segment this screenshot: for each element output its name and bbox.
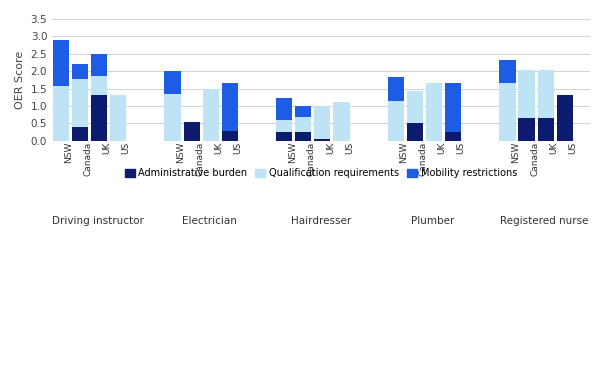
Bar [183, 122, 200, 141]
Bar [164, 71, 181, 94]
Bar [407, 123, 423, 141]
Bar [295, 132, 311, 141]
Bar [445, 132, 461, 141]
Bar [518, 70, 535, 118]
Bar [407, 91, 423, 123]
Legend: Administrative burden, Qualification requirements, Mobility restrictions: Administrative burden, Qualification req… [121, 164, 521, 182]
Text: Driving instructor: Driving instructor [52, 216, 144, 226]
Bar [72, 79, 88, 127]
Bar [203, 89, 219, 141]
Bar [53, 40, 69, 86]
Text: Electrician: Electrician [182, 216, 237, 226]
Bar [333, 102, 350, 141]
Bar [53, 86, 69, 141]
Bar [276, 120, 292, 132]
Bar [518, 118, 535, 141]
Bar [388, 101, 404, 141]
Bar [426, 83, 442, 141]
Bar [164, 94, 181, 141]
Bar [388, 77, 404, 101]
Bar [314, 139, 331, 141]
Bar [72, 64, 88, 79]
Text: Registered nurse: Registered nurse [500, 216, 588, 226]
Bar [91, 76, 107, 96]
Bar [499, 83, 516, 141]
Bar [222, 131, 238, 141]
Bar [538, 70, 554, 118]
Bar [445, 83, 461, 132]
Bar [110, 96, 126, 141]
Text: Plumber: Plumber [411, 216, 454, 226]
Bar [91, 54, 107, 76]
Bar [276, 98, 292, 120]
Bar [72, 127, 88, 141]
Bar [314, 106, 331, 139]
Bar [91, 96, 107, 141]
Bar [295, 106, 311, 117]
Text: Hairdresser: Hairdresser [290, 216, 351, 226]
Y-axis label: OER Score: OER Score [15, 51, 25, 109]
Bar [499, 60, 516, 83]
Bar [222, 83, 238, 131]
Bar [276, 132, 292, 141]
Bar [557, 96, 573, 141]
Bar [538, 118, 554, 141]
Bar [295, 117, 311, 132]
